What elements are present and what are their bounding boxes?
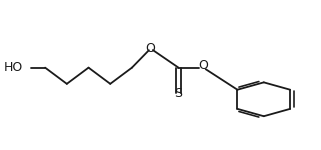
Text: S: S <box>175 87 182 100</box>
Text: O: O <box>146 42 155 55</box>
Text: O: O <box>198 59 208 72</box>
Text: HO: HO <box>4 61 23 74</box>
